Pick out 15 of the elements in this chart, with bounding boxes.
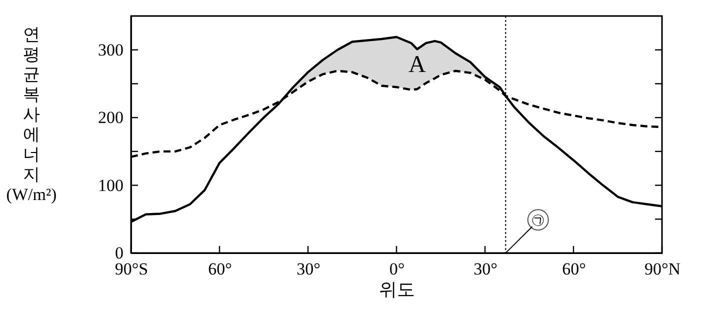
x-tick-label: 0° [389, 260, 405, 278]
y-tick-label: 0 [115, 244, 124, 262]
x-tick-label: 30° [474, 260, 498, 278]
annotation: A [408, 52, 426, 78]
x-axis-title: 위도 [379, 280, 415, 300]
y-tick-label: 100 [98, 176, 124, 195]
x-tick-label: 60° [208, 260, 232, 278]
x-tick-label: 60° [562, 260, 586, 278]
y-tick-label: 200 [98, 108, 124, 128]
text: 연평균 복사 에너지 (W/m²) [6, 25, 57, 204]
x-tick-label: 30° [296, 260, 320, 278]
x-tick-label: 90°N [644, 260, 681, 278]
x-tick-label: 90°S [114, 260, 148, 278]
ref-line-label: ㉠ [532, 212, 545, 228]
y-tick-label: 300 [98, 40, 124, 60]
